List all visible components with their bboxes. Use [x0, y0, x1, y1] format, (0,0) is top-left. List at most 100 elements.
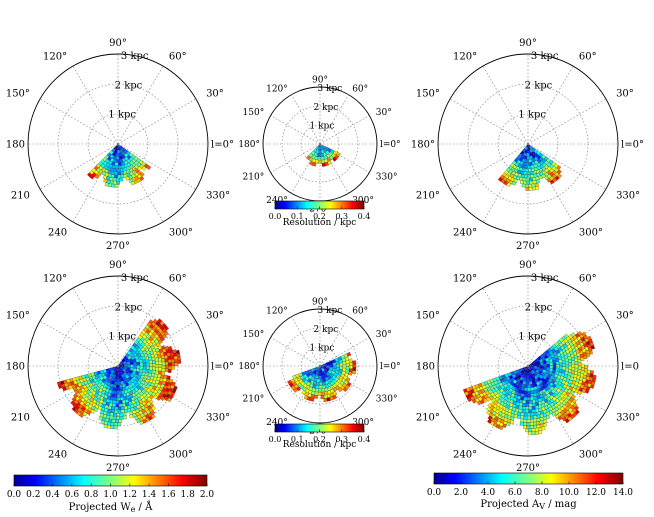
panel-top-right: 1 kpc 2 kpc 3 kpc l=0° 30° 60° 90° 120° 150° 180°… [411, 38, 644, 252]
heat-cell [161, 358, 166, 363]
theta-tick-label: 330° [616, 412, 640, 423]
heat-cell [529, 180, 534, 185]
heat-cell [118, 400, 123, 404]
heat-cell [115, 400, 120, 404]
theta-tick-label: l=0° [211, 140, 234, 151]
heat-cell [520, 412, 525, 417]
heat-cell [139, 172, 145, 177]
heat-cell [114, 162, 119, 166]
grid-spoke [319, 143, 370, 173]
colorbar-tick-label: 8.0 [535, 488, 550, 498]
heat-cell [535, 179, 540, 184]
heat-cell [163, 374, 168, 379]
heat-cell [523, 180, 527, 185]
theta-tick-label: 150° [6, 311, 30, 322]
heat-cell [520, 415, 525, 420]
theta-tick-label: 30° [376, 108, 392, 118]
theta-tick-label: 60° [169, 51, 187, 62]
colorbar-tick-label: 1.0 [103, 490, 118, 500]
heat-cell [577, 369, 582, 373]
colorbar-tick-label: 1.8 [181, 490, 196, 500]
heat-cell [349, 361, 353, 366]
colorbar-tick-label: 1.4 [142, 490, 157, 500]
heat-cell [112, 177, 117, 182]
grid-spoke [482, 287, 529, 367]
r-tick-label: 3 kpc [121, 51, 149, 62]
heat-cell [112, 416, 117, 420]
heat-cell [519, 176, 524, 181]
heat-cell [317, 156, 322, 161]
theta-tick-label: 150° [6, 89, 30, 100]
theta-tick-label: 240° [453, 228, 477, 239]
grid-spoke [39, 365, 119, 412]
polar-frame [27, 53, 209, 235]
heat-cell [523, 422, 527, 426]
heat-cell [541, 426, 546, 431]
heat-cell [538, 430, 543, 435]
grid-spoke [117, 320, 197, 367]
heat-cell [527, 363, 531, 368]
polar-frame [27, 275, 209, 457]
heat-cell [546, 367, 551, 371]
heat-cell [563, 333, 569, 339]
heat-cell [509, 419, 515, 424]
theta-tick-label: 60° [352, 84, 368, 94]
heat-cell [114, 378, 118, 382]
heat-cell [113, 180, 117, 185]
heat-cell [543, 366, 547, 371]
grid-spoke [449, 98, 529, 145]
heat-cell [523, 412, 528, 417]
grid-spoke [527, 65, 574, 145]
heat-cell [139, 365, 144, 370]
heat-cell [320, 395, 325, 399]
heat-cell [534, 430, 539, 435]
heat-cell [571, 360, 576, 365]
heat-cell [169, 378, 174, 383]
grid-spoke [291, 365, 321, 416]
heat-cell [521, 409, 526, 414]
theta-tick-label: 180° [238, 362, 260, 372]
heat-cell [533, 418, 538, 423]
heat-cell [112, 384, 117, 389]
heat-cell [94, 174, 100, 179]
heat-cell [531, 431, 536, 436]
grid-spoke [117, 365, 197, 412]
heat-cell [471, 398, 477, 404]
theta-tick-label: 30° [616, 311, 634, 322]
colorbar-tick-label: 0.2 [313, 435, 326, 444]
heat-cell [352, 360, 357, 365]
heat-cell [577, 362, 582, 367]
grid-spoke [319, 316, 349, 367]
heat-cell [113, 168, 118, 173]
heat-cell [167, 345, 173, 351]
theta-tick-label: 120° [266, 84, 288, 94]
heat-cell [318, 385, 323, 390]
theta-tick-label: 90° [109, 260, 127, 271]
heat-cell [527, 165, 532, 169]
grid-spoke [39, 143, 119, 190]
heat-cell [524, 174, 528, 179]
colorbar-tick-label: 0.4 [358, 435, 371, 444]
heat-cell [528, 428, 533, 432]
theta-tick-label: l=0° [621, 140, 644, 151]
heat-cell [574, 405, 580, 411]
theta-tick-label: 330° [616, 190, 640, 201]
heat-cell [552, 366, 557, 371]
colorbar-tick-label: 0.1 [291, 435, 304, 444]
theta-tick-label: 150° [416, 311, 440, 322]
heat-cell [528, 403, 533, 407]
heat-cell [522, 177, 527, 182]
theta-tick-label: l=0 [621, 362, 639, 373]
heat-cell [523, 390, 528, 395]
heat-cell [122, 412, 127, 417]
theta-tick-label: 330° [206, 190, 230, 201]
theta-tick-label: 180° [411, 140, 435, 151]
heat-cell [348, 368, 353, 373]
heat-cell [577, 359, 582, 363]
heat-cell [352, 367, 357, 371]
heat-cell [115, 156, 120, 160]
heat-cell [557, 173, 563, 179]
heat-cell [528, 400, 533, 404]
theta-tick-label: 210° [416, 190, 440, 201]
colorbar-tick-label: 0.0 [269, 212, 282, 221]
